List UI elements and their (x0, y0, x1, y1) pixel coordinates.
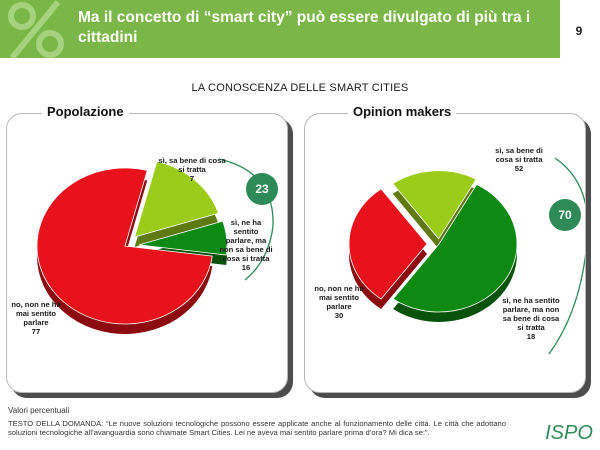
percent-icon (8, 0, 64, 58)
label-sa-bene: sì, sa bene di cosa si tratta 7 (157, 156, 227, 183)
slice-mai (36, 167, 213, 325)
badge-arc-opinion-makers (548, 157, 585, 355)
ispo-logo: ISPO (545, 422, 593, 444)
panel-popolazione: sì, sa bene di cosa si tratta 7 sì, ne h… (6, 113, 288, 393)
label-sentito: sì, ne ha sentito parlare, ma non sa ben… (219, 218, 273, 272)
page-title: Ma il concetto di “smart city” può esser… (78, 9, 531, 46)
badge-total-yes-popolazione: 23 (246, 173, 278, 205)
slice-sa-bene (138, 220, 228, 256)
label-sentito-value: 16 (241, 263, 251, 272)
label-sa-bene-text: sì, sa bene di cosa si tratta (158, 156, 226, 174)
slice-sentito (134, 161, 219, 238)
label-sentito-value: 18 (526, 332, 536, 341)
chart-subtitle: LA CONOSCENZA DELLE SMART CITIES (191, 82, 409, 94)
label-sa-bene-text: sì, sa bene di cosa si tratta (495, 146, 543, 164)
ispo-logo-text: ISPO (545, 422, 593, 444)
label-mai-text: no, non ne ha mai sentito parlare (11, 300, 61, 327)
label-sentito-text: sì, ne ha sentito parlare, ma non sa ben… (502, 296, 560, 332)
slice-sentito (392, 170, 477, 240)
label-mai: no, non ne ha mai sentito parlare 77 (9, 300, 63, 336)
label-sa-bene-value: 7 (189, 174, 195, 183)
header: Ma il concetto di “smart city” può esser… (0, 0, 600, 64)
label-mai-value: 77 (31, 327, 41, 336)
panel-opinion-makers: sì, sa bene di cosa si tratta 52 sì, ne … (304, 113, 586, 393)
label-sentito: sì, ne ha sentito parlare, ma non sa ben… (501, 296, 561, 341)
question-text: TESTO DELLA DOMANDA: “Le nuove soluzioni… (8, 419, 506, 437)
panel-title-opinion-makers: Opinion makers (348, 104, 457, 119)
pie-chart-opinion-makers (348, 157, 585, 355)
label-mai: no, non ne ha mai sentito parlare 30 (311, 284, 367, 320)
label-mai-value: 30 (334, 311, 344, 320)
slice-mai (348, 188, 428, 300)
header-band (0, 0, 560, 58)
label-sa-bene: sì, sa bene di cosa si tratta 52 (489, 146, 549, 173)
badge-total-yes-opinion-makers: 70 (549, 199, 581, 231)
slice-sa-bene (392, 183, 518, 313)
panel-title-popolazione: Popolazione (42, 104, 129, 119)
badge-arc-popolazione (218, 158, 274, 281)
label-sa-bene-value: 52 (514, 164, 524, 173)
label-mai-text: no, non ne ha mai sentito parlare (314, 284, 364, 311)
footnote: Valori percentuali (8, 406, 70, 415)
pie-chart-popolazione (36, 158, 274, 334)
page-number: 9 (575, 24, 583, 38)
label-sentito-text: sì, ne ha sentito parlare, ma non sa ben… (219, 218, 273, 263)
